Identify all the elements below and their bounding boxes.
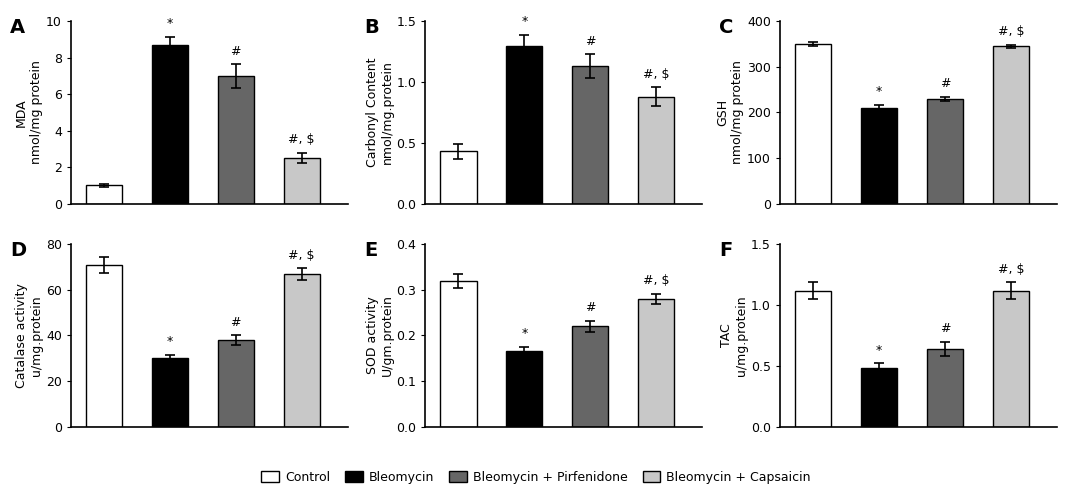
Bar [993, 290, 1029, 426]
Bar [861, 108, 897, 204]
Text: #, $: #, $ [643, 68, 670, 81]
Bar [638, 97, 674, 204]
Y-axis label: Catalase activity
u/mg.protein: Catalase activity u/mg.protein [15, 283, 43, 388]
Bar [151, 358, 188, 426]
Text: *: * [876, 344, 882, 357]
Text: #: # [585, 301, 596, 315]
Text: *: * [876, 85, 882, 98]
Bar [794, 290, 831, 426]
Text: #, $: #, $ [288, 133, 315, 146]
Bar [506, 45, 542, 204]
Text: D: D [10, 241, 26, 260]
Bar [794, 44, 831, 204]
Text: #, $: #, $ [998, 263, 1024, 276]
Bar [283, 158, 319, 204]
Text: #: # [940, 322, 950, 335]
Y-axis label: Carbonyl Content
nmol/mg.protein: Carbonyl Content nmol/mg.protein [366, 58, 393, 167]
Bar [506, 351, 542, 426]
Legend: Control, Bleomycin, Bleomycin + Pirfenidone, Bleomycin + Capsaicin: Control, Bleomycin, Bleomycin + Pirfenid… [257, 467, 815, 488]
Text: *: * [166, 335, 173, 348]
Bar [86, 265, 122, 426]
Bar [86, 185, 122, 204]
Text: #: # [230, 316, 241, 329]
Text: A: A [10, 18, 25, 37]
Y-axis label: SOD activity
U/gm.protein: SOD activity U/gm.protein [366, 294, 393, 376]
Bar [283, 274, 319, 426]
Y-axis label: TAC
u/mg.protein: TAC u/mg.protein [720, 295, 748, 376]
Text: #: # [585, 35, 596, 48]
Text: *: * [521, 15, 527, 28]
Bar [218, 340, 254, 426]
Text: *: * [521, 328, 527, 340]
Bar [151, 45, 188, 204]
Bar [441, 151, 477, 204]
Text: F: F [719, 241, 732, 260]
Y-axis label: MDA
nmol/mg protein: MDA nmol/mg protein [15, 61, 43, 165]
Text: #, $: #, $ [998, 25, 1024, 38]
Bar [993, 46, 1029, 204]
Bar [926, 349, 963, 426]
Text: #: # [230, 45, 241, 58]
Text: C: C [719, 18, 733, 37]
Bar [861, 368, 897, 426]
Bar [441, 281, 477, 426]
Text: *: * [166, 17, 173, 31]
Bar [572, 327, 609, 426]
Bar [218, 76, 254, 204]
Text: #, $: #, $ [288, 249, 315, 262]
Bar [638, 299, 674, 426]
Text: #: # [940, 77, 950, 90]
Text: E: E [364, 241, 377, 260]
Y-axis label: GSH
nmol/mg protein: GSH nmol/mg protein [716, 61, 744, 165]
Text: #, $: #, $ [643, 274, 670, 287]
Bar [572, 66, 609, 204]
Bar [926, 99, 963, 204]
Text: B: B [364, 18, 379, 37]
